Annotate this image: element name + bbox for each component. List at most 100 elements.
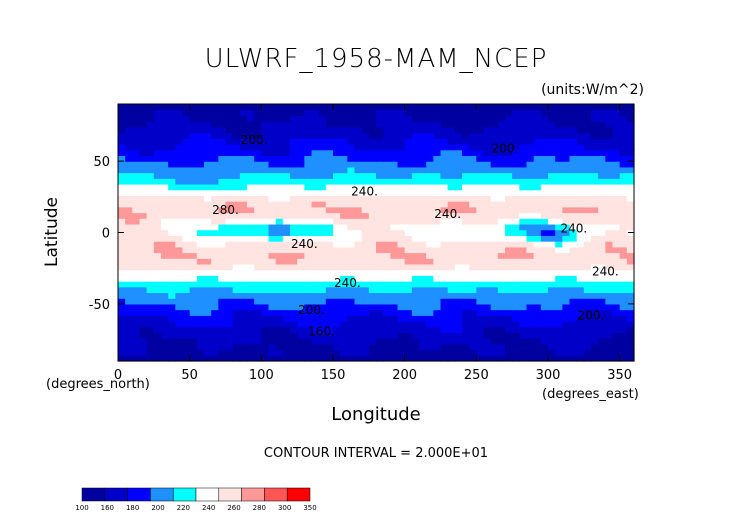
heatmap-cell (282, 332, 291, 339)
heatmap-cell (297, 161, 305, 168)
heatmap-cell (390, 172, 399, 179)
heatmap-cell (376, 115, 384, 122)
heatmap-cell (175, 292, 184, 299)
heatmap-cell (526, 201, 535, 208)
heatmap-cell (562, 206, 571, 214)
heatmap-cell (146, 155, 155, 162)
heatmap-cell (583, 201, 592, 208)
heatmap-cell (247, 183, 255, 191)
heatmap-cell (139, 332, 148, 339)
heatmap-cell (318, 286, 327, 294)
heatmap-cell (447, 121, 456, 128)
heatmap-cell (469, 115, 477, 122)
heatmap-cell (268, 241, 277, 248)
heatmap-cell (182, 195, 191, 202)
heatmap-cell (433, 201, 442, 208)
heatmap-cell (297, 115, 305, 122)
heatmap-cell (125, 229, 133, 236)
heatmap-cell (490, 349, 499, 356)
heatmap-cell (447, 212, 456, 219)
heatmap-cell (505, 326, 513, 334)
heatmap-cell (598, 315, 606, 322)
heatmap-cell (354, 315, 363, 322)
heatmap-cell (218, 143, 227, 151)
heatmap-cell (347, 252, 356, 259)
heatmap-cell (562, 326, 571, 334)
heatmap-cell (225, 132, 234, 139)
heatmap-cell (397, 178, 406, 185)
heatmap-cell (218, 343, 227, 351)
heatmap-cell (118, 155, 126, 162)
heatmap-cell (490, 143, 499, 151)
heatmap-cell (576, 338, 585, 345)
heatmap-cell (598, 104, 606, 111)
heatmap-cell (354, 263, 363, 271)
heatmap-cell (376, 132, 384, 139)
heatmap-cell (232, 178, 241, 185)
heatmap-cell (476, 258, 485, 265)
heatmap-cell (483, 104, 492, 111)
heatmap-cell (526, 115, 535, 122)
heatmap-cell (497, 286, 506, 294)
heatmap-cell (282, 223, 291, 231)
heatmap-cell (161, 201, 169, 208)
heatmap-cell (333, 155, 341, 162)
heatmap-cell (333, 275, 341, 282)
heatmap-cell (225, 315, 234, 322)
heatmap-cell (161, 303, 169, 311)
heatmap-cell (218, 338, 227, 345)
heatmap-cell (196, 303, 205, 311)
heatmap-cell (519, 121, 528, 128)
heatmap-cell (440, 109, 449, 117)
heatmap-cell (490, 223, 499, 231)
heatmap-cell (146, 292, 155, 299)
heatmap-cell (483, 172, 492, 179)
heatmap-cell (211, 195, 219, 202)
heatmap-cell (526, 275, 535, 282)
heatmap-cell (411, 263, 420, 271)
heatmap-cell (318, 258, 327, 265)
heatmap-cell (368, 292, 377, 299)
heatmap-cell (218, 349, 227, 356)
heatmap-cell (247, 241, 255, 248)
heatmap-cell (182, 309, 191, 316)
heatmap-cell (548, 326, 556, 334)
colorbar-label: 350 (303, 504, 316, 512)
heatmap-cell (605, 315, 614, 322)
heatmap-cell (204, 326, 212, 334)
heatmap-cell (497, 206, 506, 214)
heatmap-cell (555, 286, 563, 294)
heatmap-cell (483, 229, 492, 236)
heatmap-cell (469, 195, 477, 202)
heatmap-cell (390, 338, 399, 345)
heatmap-cell (390, 281, 399, 288)
heatmap-cell (125, 332, 133, 339)
heatmap-cell (175, 298, 184, 305)
heatmap-cell (318, 143, 327, 151)
heatmap-cell (347, 258, 356, 265)
heatmap-cell (548, 109, 556, 117)
heatmap-cell (598, 212, 606, 219)
heatmap-cell (555, 161, 563, 168)
heatmap-cell (548, 143, 556, 151)
heatmap-cell (605, 115, 614, 122)
heatmap-cell (626, 121, 635, 128)
heatmap-cell (490, 126, 499, 134)
heatmap-cell (340, 104, 348, 111)
heatmap-cell (519, 161, 528, 168)
heatmap-cell (440, 303, 449, 311)
heatmap-cell (612, 178, 621, 185)
heatmap-cell (519, 241, 528, 248)
heatmap-cell (605, 138, 614, 145)
heatmap-cell (497, 343, 506, 351)
heatmap-cell (447, 109, 456, 117)
heatmap-cell (204, 183, 212, 191)
heatmap-cell (139, 166, 148, 174)
heatmap-cell (218, 126, 227, 134)
heatmap-cell (598, 189, 606, 196)
heatmap-cell (347, 275, 356, 282)
heatmap-cell (232, 189, 241, 196)
heatmap-cell (519, 292, 528, 299)
heatmap-cell (225, 338, 234, 345)
